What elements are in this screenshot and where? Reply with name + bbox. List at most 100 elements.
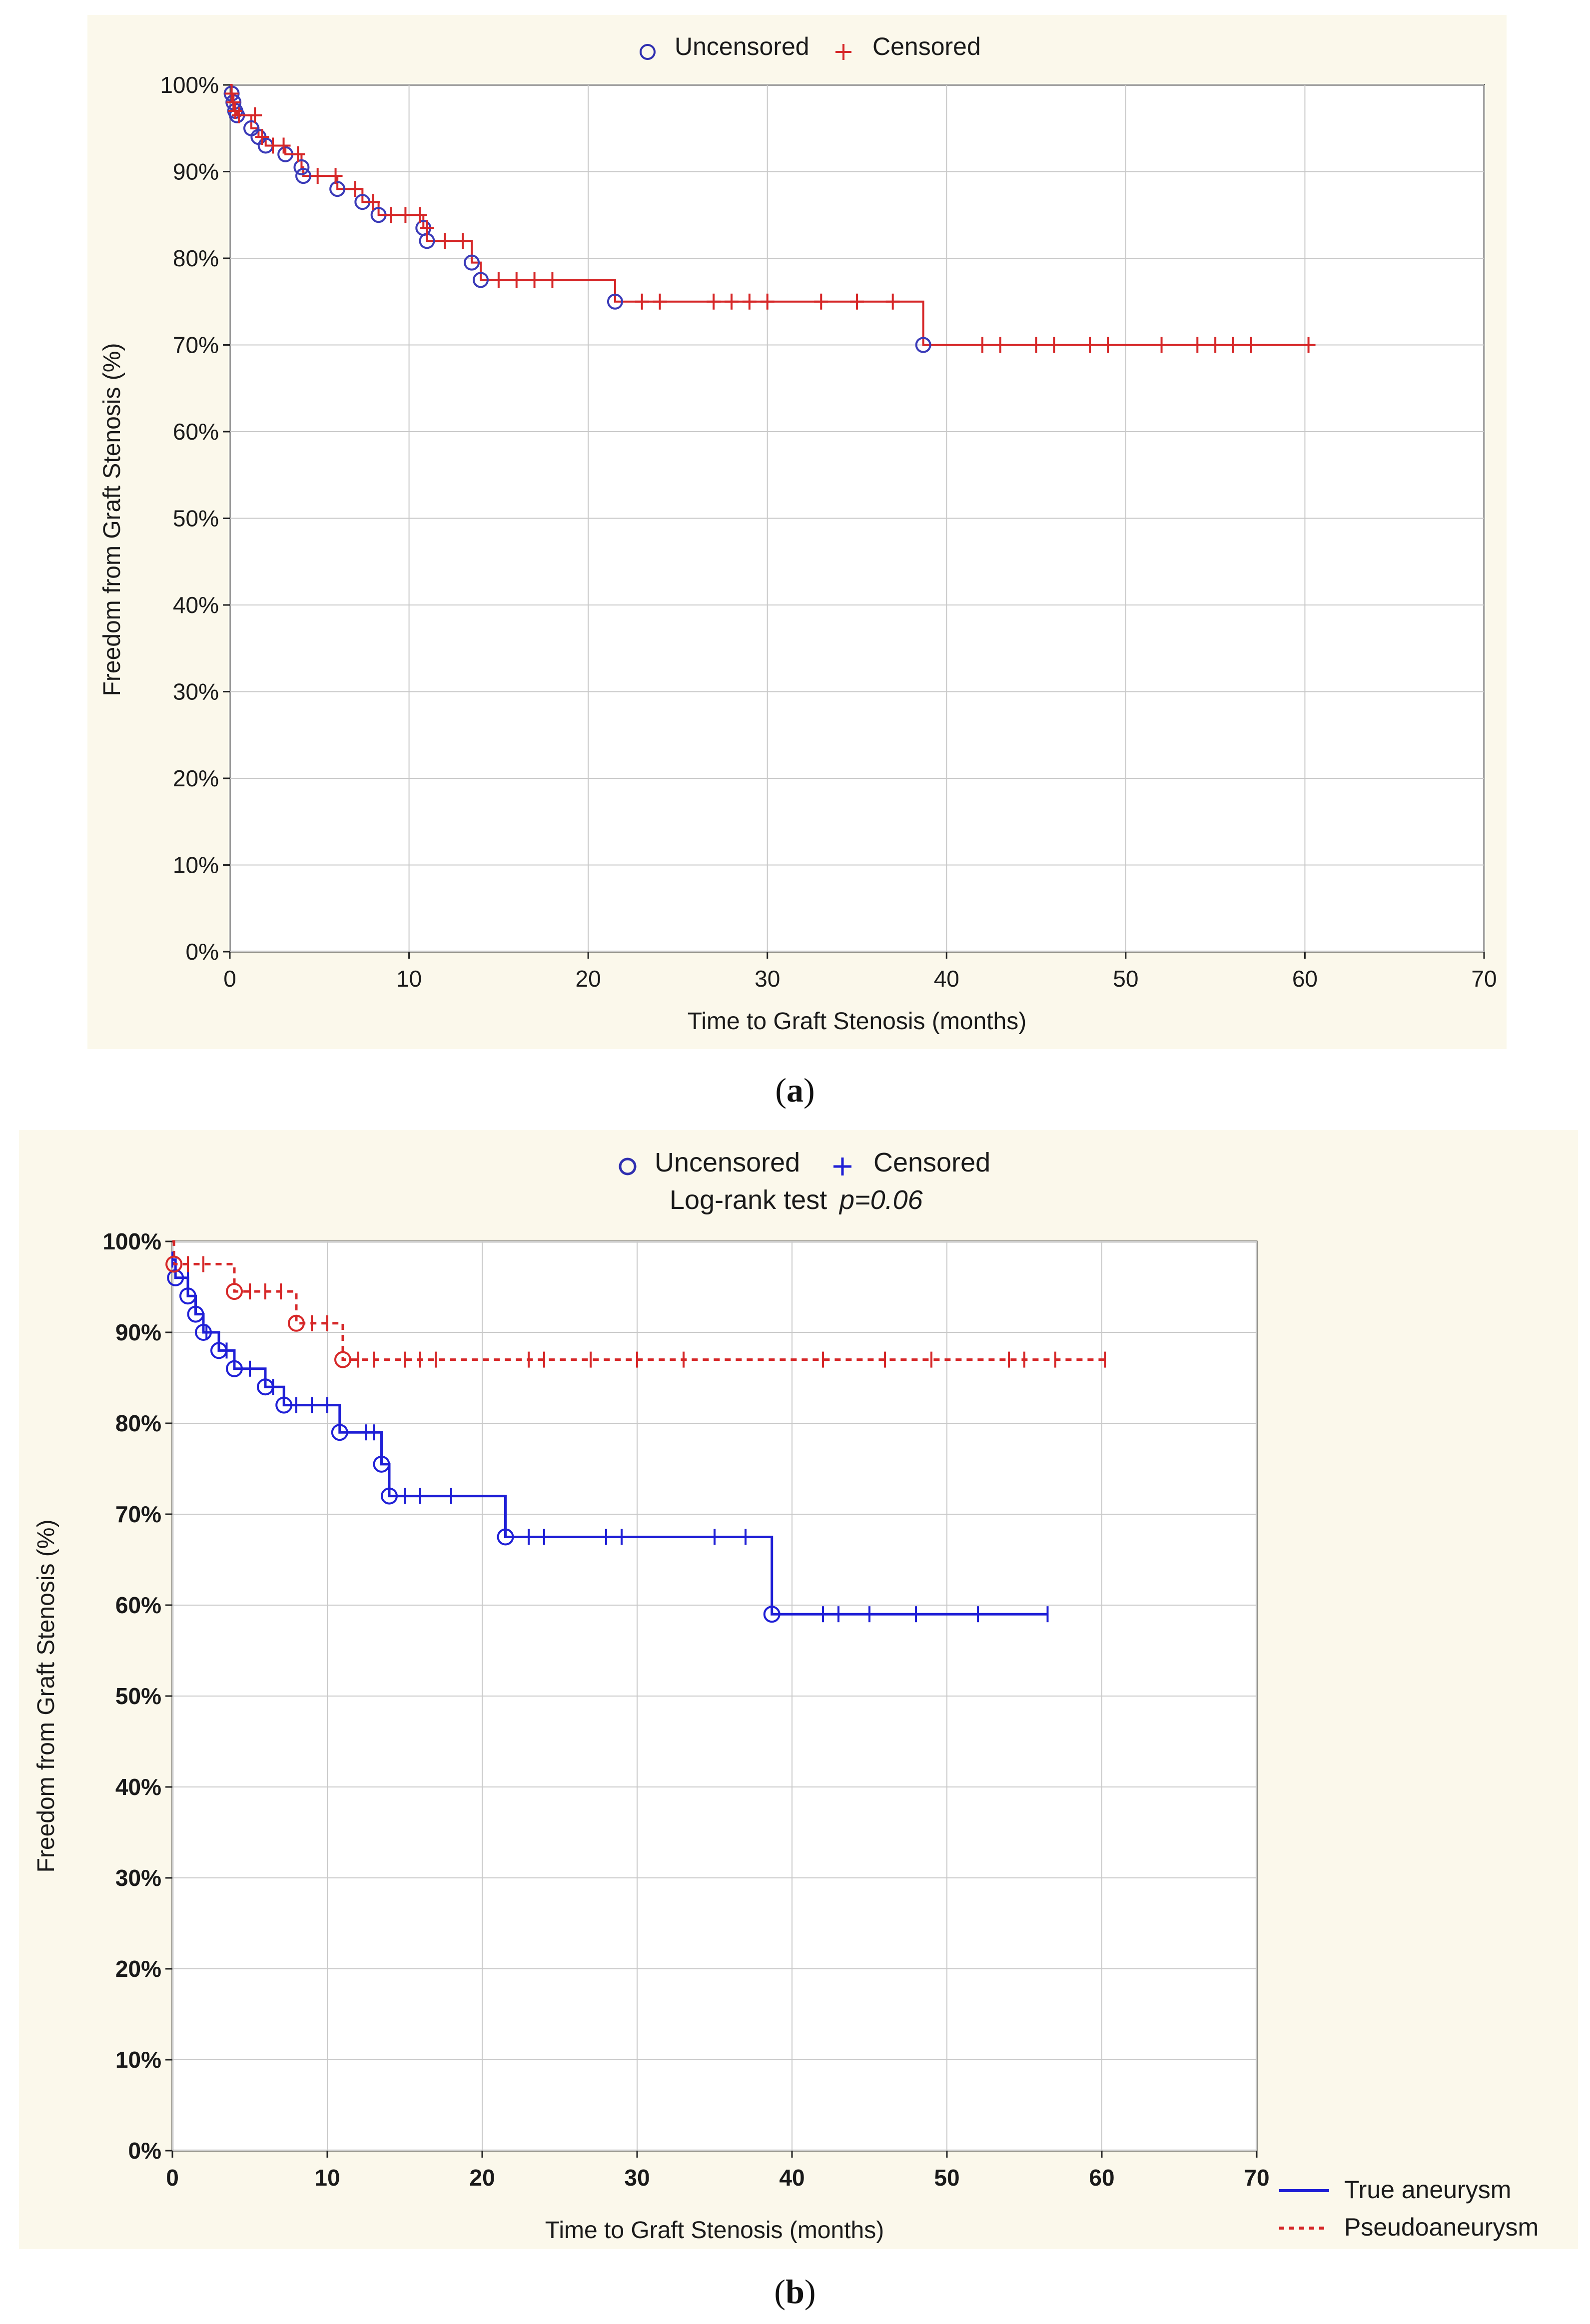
censored-marker (509, 272, 524, 288)
uncensored-marker-icon (619, 1158, 637, 1175)
x-tick-label: 50 (1113, 966, 1138, 992)
censored-marker (707, 293, 721, 310)
uncensored-marker (288, 1314, 305, 1332)
censored-marker (456, 233, 470, 249)
chart-a-y-ticks: 0% 10% 20% 30% 40% 50% 60% 70% 80% 90% 100% (160, 72, 230, 965)
x-tick-label: 70 (1244, 2165, 1269, 2191)
censored-marker-icon (835, 44, 851, 60)
x-tick-label: 20 (576, 966, 601, 992)
x-tick-label: 40 (934, 966, 959, 992)
censored-marker (310, 168, 325, 184)
pseudoaneurysm-label: Pseudoaneurysm (1344, 2213, 1539, 2241)
chart-b-legend-censored: Censored (873, 1148, 990, 1177)
y-tick-label: 60% (173, 419, 219, 445)
censored-marker (366, 194, 380, 210)
censored-marker (226, 94, 241, 110)
chart-a-legend: Uncensored Censored (640, 32, 981, 60)
censored-marker (291, 146, 305, 162)
chart-a: 0% 10% 20% 30% 40% 50% 60% 70% 80% 90% 100% 0 10 20 3… (87, 15, 1507, 1049)
censored-marker (1101, 337, 1115, 353)
censored-marker (1301, 337, 1316, 353)
uncensored-marker-icon (640, 44, 656, 60)
x-tick-label: 10 (314, 2165, 340, 2191)
censored-marker (348, 181, 362, 197)
chart-a-y-axis-label: Freedom from Graft Stenosis (%) (99, 343, 125, 696)
y-tick-label: 10% (115, 2047, 161, 2073)
x-tick-label: 0 (166, 2165, 179, 2191)
y-tick-label: 0% (128, 2138, 161, 2164)
uncensored-marker (179, 1287, 196, 1305)
x-tick-label: 10 (396, 966, 422, 992)
x-tick-label: 30 (755, 966, 780, 992)
chart-b: 0% 10% 20% 30% 40% 50% 60% 70% 80% 90% 100% 0 10 20 3… (19, 1130, 1578, 2249)
uncensored-marker (464, 254, 480, 271)
uncensored-marker (167, 1269, 184, 1286)
censored-marker (413, 207, 427, 223)
x-tick-label: 20 (469, 2165, 495, 2191)
censored-marker (885, 293, 900, 310)
uncensored-marker (226, 1283, 243, 1300)
uncensored-marker (473, 272, 489, 288)
chart-a-x-axis-label: Time to Graft Stenosis (months) (688, 1008, 1026, 1035)
censored-marker (527, 272, 542, 288)
y-tick-label: 10% (173, 852, 219, 878)
censored-marker (1208, 337, 1223, 353)
y-tick-label: 40% (173, 592, 219, 618)
censored-marker (545, 272, 560, 288)
censored-marker (1047, 337, 1061, 353)
y-tick-label: 70% (115, 1501, 161, 1527)
y-tick-label: 30% (115, 1865, 161, 1891)
x-tick-label: 0 (223, 966, 236, 992)
p-value-label: p=0.06 (838, 1185, 923, 1215)
y-tick-label: 0% (186, 939, 219, 965)
censored-marker (850, 293, 864, 310)
y-tick-label: 80% (115, 1410, 161, 1436)
chart-b-x-axis-label: Time to Graft Stenosis (months) (545, 2217, 884, 2244)
chart-a-caption: (a) (775, 1071, 814, 1109)
censored-marker (491, 272, 506, 288)
chart-a-x-ticks: 0 10 20 30 40 50 60 70 (223, 952, 1497, 992)
uncensored-marker (607, 293, 623, 310)
censored-marker (384, 207, 398, 223)
chart-a-grid (229, 84, 1485, 952)
chart-a-markers (223, 85, 1316, 353)
y-tick-label: 100% (160, 72, 219, 98)
x-tick-label: 30 (624, 2165, 650, 2191)
censored-marker (993, 337, 1007, 353)
uncensored-marker (763, 1606, 781, 1623)
uncensored-marker (334, 1351, 351, 1368)
uncensored-marker (293, 159, 310, 175)
censored-marker (653, 293, 667, 310)
uncensored-marker (226, 1360, 243, 1377)
y-tick-label: 60% (115, 1592, 161, 1618)
censored-marker (975, 337, 989, 353)
uncensored-marker (497, 1528, 514, 1546)
uncensored-marker (187, 1305, 204, 1323)
censored-marker-icon (833, 1158, 851, 1175)
y-tick-label: 50% (115, 1683, 161, 1709)
censored-marker (1154, 337, 1169, 353)
censored-marker (224, 85, 239, 102)
y-tick-label: 90% (115, 1319, 161, 1345)
censored-marker (1226, 337, 1240, 353)
y-tick-label: 20% (173, 765, 219, 791)
x-tick-label: 40 (779, 2165, 804, 2191)
censored-marker (276, 137, 291, 154)
y-tick-label: 20% (115, 1956, 161, 1982)
censored-marker (742, 293, 757, 310)
x-tick-label: 50 (934, 2165, 959, 2191)
uncensored-marker (915, 337, 931, 353)
chart-b-y-ticks: 0% 10% 20% 30% 40% 50% 60% 70% 80% 90% 100% (102, 1228, 172, 2164)
x-tick-label: 60 (1292, 966, 1318, 992)
censored-marker (1190, 337, 1205, 353)
y-tick-label: 50% (173, 506, 219, 532)
y-tick-label: 30% (173, 679, 219, 705)
chart-b-series-legend: True aneurysm Pseudoaneurysm (1279, 2176, 1539, 2241)
chart-b-caption: (b) (774, 2273, 815, 2311)
series-line-1 (172, 1258, 1048, 1616)
uncensored-marker (331, 1424, 348, 1441)
censored-marker (438, 233, 452, 249)
censored-marker (420, 220, 434, 236)
censored-marker (725, 293, 739, 310)
censored-marker (1029, 337, 1043, 353)
